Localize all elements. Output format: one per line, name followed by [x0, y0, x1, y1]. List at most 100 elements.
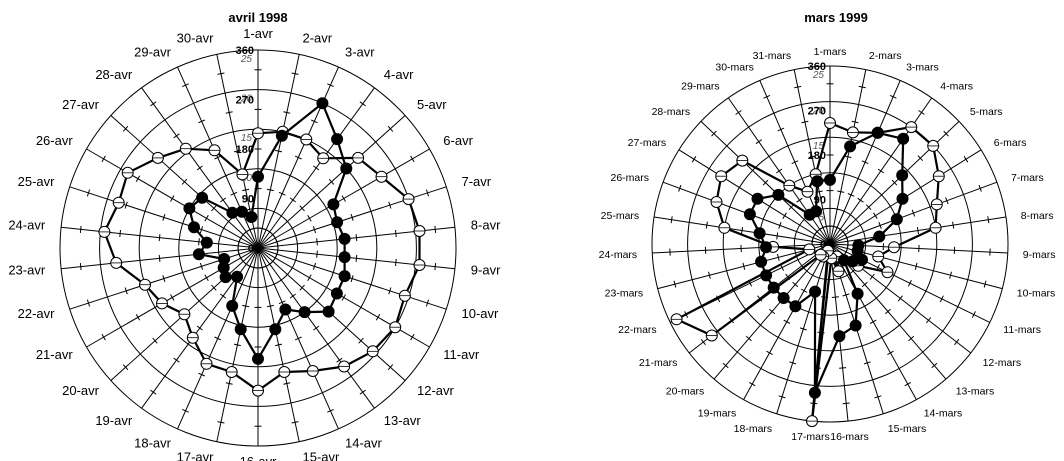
spoke-tick: [987, 216, 990, 224]
radar-chart-april-1998: 5101520250901802703601-avr2-avr3-avr4-av…: [8, 26, 501, 461]
spoke-tick: [926, 317, 932, 324]
degree-tick-label: 360: [808, 61, 826, 73]
data-point: [192, 248, 205, 261]
day-label: 31-mars: [753, 50, 792, 62]
spoke-tick: [884, 308, 891, 315]
spoke-tick: [355, 234, 358, 242]
spoke-tick: [217, 421, 225, 424]
day-label: 26-mars: [610, 172, 649, 184]
spoke-tick: [170, 294, 175, 301]
radial-tick-label: 25: [240, 54, 253, 65]
day-label: 3-avr: [345, 45, 375, 60]
spoke-tick: [158, 254, 161, 262]
spoke-tick: [434, 263, 437, 271]
spoke-tick: [307, 215, 312, 222]
day-label: 23-mars: [605, 287, 644, 299]
data-point: [188, 221, 200, 234]
day-label: 14-avr: [345, 436, 383, 451]
spoke-tick: [911, 209, 916, 217]
spoke-tick: [735, 110, 742, 115]
data-point: [269, 323, 282, 336]
day-label: 13-avr: [384, 413, 422, 428]
data-point: [811, 175, 824, 188]
spoke-tick: [214, 155, 222, 160]
spoke-tick: [822, 225, 830, 228]
data-point: [316, 97, 329, 110]
spoke-tick: [196, 325, 203, 331]
spoke-tick: [350, 275, 354, 283]
spoke-tick: [275, 343, 283, 347]
spoke-tick: [275, 149, 283, 153]
spoke-tick: [211, 205, 217, 212]
spoke-tick: [101, 155, 106, 163]
spoke-tick: [101, 333, 106, 341]
spoke-tick: [869, 319, 877, 324]
day-label: 4-mars: [940, 81, 973, 93]
day-label: 8-mars: [1021, 210, 1054, 222]
spoke-tick: [299, 205, 305, 212]
data-point: [851, 287, 864, 300]
spoke-tick: [863, 361, 871, 365]
spoke-tick: [162, 213, 166, 221]
spoke-tick: [873, 212, 878, 219]
day-label: 9-avr: [471, 262, 501, 277]
data-point: [844, 140, 857, 153]
spoke-tick: [842, 402, 850, 405]
spoke-tick: [792, 281, 799, 288]
chart-title-march-1999: mars 1999: [804, 10, 868, 25]
spoke-tick: [122, 364, 129, 371]
spoke-tick: [86, 299, 91, 307]
spoke-tick: [150, 101, 157, 107]
data-point: [331, 133, 344, 146]
day-label: 21-avr: [36, 347, 74, 362]
spoke-tick: [328, 178, 335, 185]
data-point: [871, 126, 884, 139]
day-label: 11-avr: [443, 347, 480, 362]
spoke-tick: [233, 149, 241, 153]
spoke-tick: [842, 293, 850, 297]
data-point: [743, 208, 756, 221]
day-label: 22-avr: [18, 306, 56, 321]
radial-tick-label: 20: [240, 94, 253, 105]
radial-tick-label: 15: [813, 141, 825, 152]
spoke-tick: [283, 111, 291, 114]
spoke-tick: [857, 197, 864, 203]
radial-tick-label: 5: [818, 212, 824, 223]
day-label: 15-mars: [888, 423, 927, 435]
day-label: 24-avr: [8, 218, 46, 233]
data-point: [837, 254, 850, 267]
spoke-tick: [278, 191, 286, 196]
spoke-tick: [220, 197, 227, 203]
data-point: [753, 227, 766, 240]
spoke-tick: [198, 372, 206, 377]
spoke-tick: [831, 296, 839, 298]
spoke-tick: [861, 281, 868, 288]
spoke-tick: [916, 227, 919, 235]
day-label: 6-avr: [443, 133, 473, 148]
day-label: 6-mars: [994, 137, 1027, 149]
day-label: 27-avr: [62, 97, 100, 112]
data-point: [340, 162, 353, 175]
spoke-tick: [312, 226, 317, 234]
data-point: [897, 132, 910, 145]
day-label: 5-avr: [417, 97, 447, 112]
day-label: 28-mars: [652, 106, 691, 118]
day-label: 10-avr: [462, 306, 500, 321]
data-point: [196, 191, 209, 204]
spoke-tick: [79, 225, 82, 233]
spoke-tick: [745, 335, 752, 342]
spoke-tick: [782, 212, 787, 219]
data-point: [234, 323, 247, 336]
spoke-tick: [359, 389, 366, 395]
data-point: [338, 232, 351, 245]
spoke-tick: [182, 83, 189, 88]
spoke-tick: [204, 274, 209, 281]
spoke-tick: [119, 229, 121, 238]
data-point: [772, 188, 785, 201]
spoke-tick: [242, 304, 250, 308]
day-label: 14-mars: [924, 408, 963, 420]
spoke-tick: [791, 160, 799, 165]
spoke-tick: [839, 367, 847, 369]
data-point: [833, 330, 846, 343]
